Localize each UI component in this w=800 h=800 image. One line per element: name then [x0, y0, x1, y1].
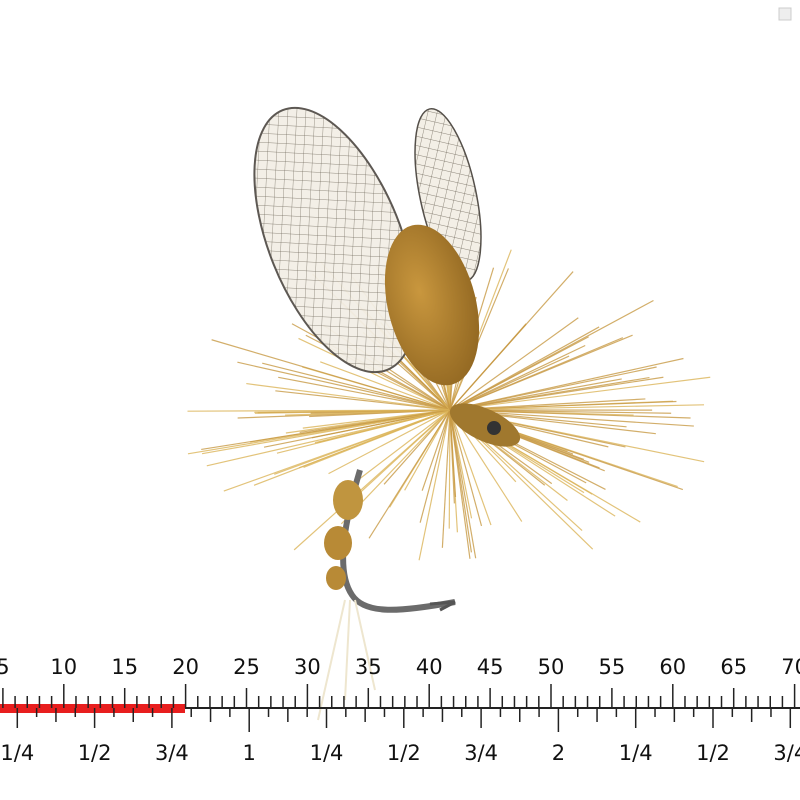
hackle-fibre — [449, 409, 477, 559]
inch-label: 3/4 — [773, 741, 800, 765]
abdomen — [324, 526, 352, 560]
ruler: 5 10 15 20 25 30 35 40 45 50 55 60 65 70 1/4 1/2 3/4 1 1/4… — [0, 655, 800, 765]
hackle-fibre — [211, 339, 451, 411]
mm-label: 55 — [599, 655, 626, 679]
hackle-fibre — [254, 409, 451, 413]
hackle-fibre — [404, 409, 451, 491]
mm-label: 35 — [355, 655, 382, 679]
mm-label: 50 — [538, 655, 565, 679]
inch-label: 1/2 — [696, 741, 730, 765]
hackle-fibre — [449, 376, 664, 411]
hackle-fibre — [441, 409, 451, 548]
inch-label: 3/4 — [464, 741, 498, 765]
hackle-fibre — [298, 409, 451, 469]
hackle-fibre — [449, 409, 471, 559]
hackle-fibre — [421, 409, 451, 491]
mm-label: 65 — [720, 655, 747, 679]
hackle-fibre — [246, 382, 451, 411]
hackle-fibre — [449, 317, 579, 411]
mm-label: 10 — [50, 655, 77, 679]
hackle-fibre — [358, 409, 451, 480]
hackle-fibre — [449, 409, 492, 526]
abdomen — [326, 566, 346, 590]
hackle-fibre — [449, 249, 512, 411]
mm-label: 70 — [781, 655, 800, 679]
hackle-fibre — [278, 376, 451, 411]
thorax — [449, 403, 521, 447]
hackle-fibre — [448, 409, 451, 529]
hackle-fibre — [449, 334, 633, 411]
mm-label: 15 — [111, 655, 138, 679]
hackle-fibre — [298, 337, 451, 411]
hackle-fibre — [418, 409, 451, 561]
hackle-fibre — [449, 268, 509, 411]
hackle-fibre — [449, 409, 455, 504]
hackle-fibre — [449, 323, 527, 411]
hackle-fibre — [449, 366, 657, 411]
hook-point — [429, 600, 456, 612]
hackle-fibre — [328, 409, 451, 475]
foam-body — [384, 224, 480, 386]
tail — [317, 599, 376, 721]
inch-label: 1 — [243, 741, 256, 765]
inch-label: 3/4 — [155, 741, 189, 765]
hackle-fibre — [449, 336, 589, 411]
mm-label: 45 — [477, 655, 504, 679]
mm-label: 30 — [294, 655, 321, 679]
hackle-fibre — [237, 361, 451, 411]
mm-label: 25 — [233, 655, 260, 679]
inch-label: 1/2 — [78, 741, 112, 765]
hackle-fibre — [263, 409, 451, 448]
hackle-fibre — [293, 409, 451, 551]
mm-label: 5 — [0, 655, 10, 679]
hackle-fibre — [320, 361, 451, 411]
hackle-fibre — [206, 409, 451, 467]
inch-label: 2 — [552, 741, 565, 765]
hackle-fibre — [262, 362, 451, 411]
hackle-fibre — [449, 409, 483, 527]
hackle-fibre — [419, 409, 451, 523]
inch-label: 1/4 — [310, 741, 344, 765]
hackle-fibre — [449, 400, 677, 411]
abdomen — [333, 480, 363, 520]
hackle-fibre — [449, 404, 705, 411]
hackle-fibre — [449, 376, 711, 411]
inch-label: 1/4 — [0, 741, 34, 765]
mm-label: 20 — [172, 655, 199, 679]
mm-label: 60 — [659, 655, 686, 679]
eye — [487, 421, 501, 435]
wing-left — [253, 106, 417, 374]
hackle-fibre — [223, 409, 451, 492]
inch-label: 1/4 — [619, 741, 653, 765]
fly — [253, 106, 521, 721]
hackle-fibre — [368, 409, 451, 539]
hackle-fibre — [201, 409, 451, 451]
hackle-fibre — [449, 355, 570, 411]
corner-icon — [778, 7, 792, 21]
inch-label: 1/2 — [387, 741, 421, 765]
ruler-highlight — [0, 704, 185, 713]
mm-label: 40 — [416, 655, 443, 679]
